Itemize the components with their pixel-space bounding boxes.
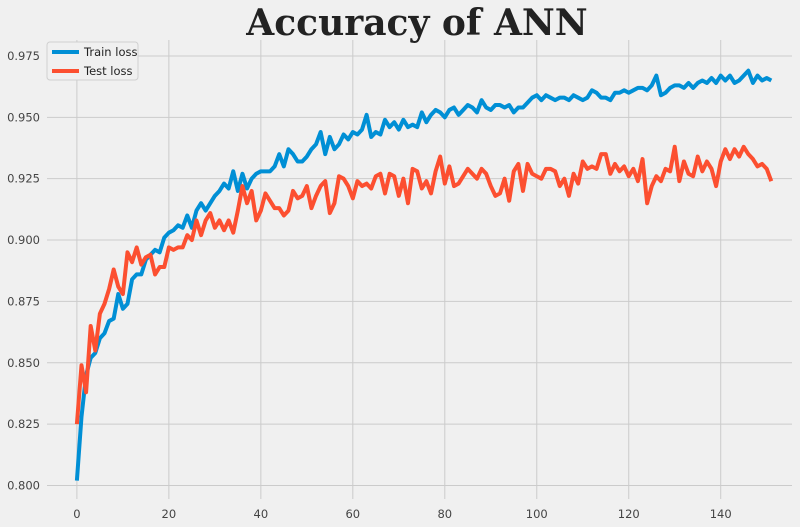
x-tick-label: 80: [437, 507, 452, 521]
chart-title: Accuracy of ANN: [245, 2, 587, 44]
x-tick-label: 120: [618, 507, 640, 521]
series-line-test-loss: [74, 144, 774, 425]
x-tick-label: 20: [162, 507, 177, 521]
y-tick-label: 0.875: [7, 294, 40, 308]
y-tick-label: 0.825: [7, 417, 40, 431]
legend: Train loss Test loss: [46, 41, 139, 81]
y-tick-label: 0.950: [7, 110, 40, 124]
x-tick-label: 140: [710, 507, 732, 521]
y-tick-label: 0.850: [7, 356, 40, 370]
series-line-train-loss: [74, 68, 773, 481]
legend-label-train-loss: Train loss: [83, 45, 137, 59]
y-tick-label: 0.975: [7, 49, 40, 63]
tick-labels: 0 20 40 60 80 100 120 140 0.800 0.825 0.850 0.875 0.…: [7, 49, 732, 521]
y-tick-label: 0.800: [7, 479, 40, 493]
x-tick-label: 0: [73, 507, 80, 521]
x-tick-label: 100: [526, 507, 548, 521]
x-tick-label: 60: [345, 507, 360, 521]
y-tick-label: 0.900: [7, 233, 40, 247]
series-lines: [74, 68, 774, 481]
legend-label-test-loss: Test loss: [83, 64, 133, 78]
x-tick-label: 40: [254, 507, 269, 521]
y-tick-label: 0.925: [7, 172, 40, 186]
